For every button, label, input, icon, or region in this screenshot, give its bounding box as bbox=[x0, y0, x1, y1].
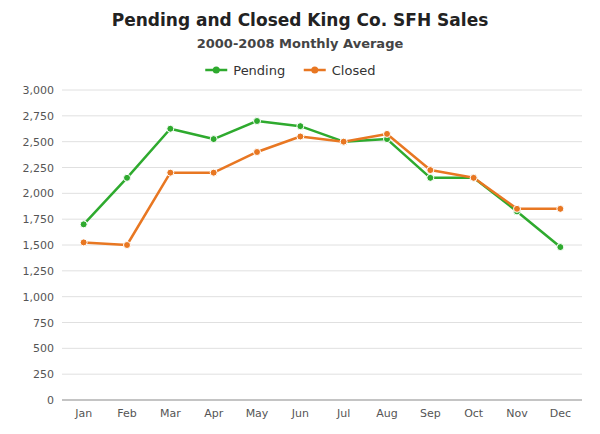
x-tick-label: Mar bbox=[160, 407, 181, 420]
x-tick-label: Jul bbox=[336, 407, 350, 420]
y-tick-label: 3,000 bbox=[23, 84, 55, 97]
series-marker bbox=[80, 221, 87, 228]
x-axis: Jan Feb Mar Apr May Jun Jul Aug Sep Oct Nov Dec bbox=[74, 407, 571, 420]
title: Pending and Closed King Co. SFH Sales bbox=[112, 10, 489, 30]
series-line bbox=[84, 134, 561, 245]
series-marker bbox=[254, 118, 261, 125]
legend: Pending Closed bbox=[205, 63, 375, 78]
background bbox=[0, 0, 600, 434]
series-marker bbox=[514, 205, 521, 212]
y-tick-label: 1,250 bbox=[23, 265, 55, 278]
chart-container: Pending and Closed King Co. SFH Sales 200… bbox=[0, 0, 600, 434]
chart-svg: Pending and Closed King Co. SFH Sales 200… bbox=[0, 0, 600, 434]
y-tick-label: 2,500 bbox=[23, 136, 55, 149]
grid-line bbox=[62, 141, 582, 142]
subtitle: 2000-2008 Monthly Average bbox=[197, 36, 404, 51]
legend-marker bbox=[311, 67, 318, 74]
grid-line bbox=[62, 348, 582, 349]
grid-line bbox=[62, 90, 582, 91]
series-marker bbox=[297, 133, 304, 140]
series-marker bbox=[557, 205, 564, 212]
grid-line bbox=[62, 193, 582, 194]
x-tick-label: May bbox=[246, 407, 269, 420]
y-tick-label: 2,750 bbox=[23, 110, 55, 123]
grid-line bbox=[62, 374, 582, 375]
series-line bbox=[84, 121, 561, 247]
grid-line bbox=[62, 167, 582, 168]
grid-line bbox=[62, 322, 582, 323]
y-tick-label: 1,750 bbox=[23, 213, 55, 226]
x-tick-label: Apr bbox=[204, 407, 224, 420]
x-tick-label: Feb bbox=[117, 407, 136, 420]
x-axis-line bbox=[62, 400, 582, 401]
y-tick-label: 1,000 bbox=[23, 291, 55, 304]
grid bbox=[62, 90, 582, 400]
series-marker bbox=[340, 138, 347, 145]
y-tick-label: 1,500 bbox=[23, 239, 55, 252]
plot-area bbox=[80, 118, 564, 251]
series-marker bbox=[470, 174, 477, 181]
series-marker bbox=[80, 239, 87, 246]
series-marker bbox=[384, 130, 391, 137]
series-marker bbox=[124, 242, 131, 249]
series-marker bbox=[167, 125, 174, 132]
y-tick-label: 0 bbox=[47, 394, 54, 407]
series-marker bbox=[210, 169, 217, 176]
series-marker bbox=[124, 174, 131, 181]
x-tick-label: Aug bbox=[376, 407, 397, 420]
grid-line bbox=[62, 115, 582, 116]
grid-line bbox=[62, 296, 582, 297]
x-tick-label: Jan bbox=[74, 407, 92, 420]
y-tick-label: 500 bbox=[33, 342, 54, 355]
series-marker bbox=[297, 123, 304, 130]
grid-line bbox=[62, 245, 582, 246]
series-marker bbox=[167, 169, 174, 176]
legend-marker bbox=[213, 67, 220, 74]
grid-line bbox=[62, 219, 582, 220]
x-tick-label: Oct bbox=[464, 407, 484, 420]
y-tick-label: 2,000 bbox=[23, 187, 55, 200]
x-tick-label: Nov bbox=[506, 407, 528, 420]
legend-label: Pending bbox=[233, 63, 285, 78]
series-marker bbox=[427, 167, 434, 174]
series-marker bbox=[557, 244, 564, 251]
grid-line bbox=[62, 270, 582, 271]
x-tick-label: Sep bbox=[420, 407, 441, 420]
grid-line bbox=[62, 400, 582, 401]
y-tick-label: 750 bbox=[33, 317, 54, 330]
series-marker bbox=[210, 136, 217, 143]
series-marker bbox=[254, 149, 261, 156]
legend-label: Closed bbox=[332, 63, 376, 78]
x-tick-label: Dec bbox=[550, 407, 571, 420]
series-marker bbox=[427, 174, 434, 181]
series-marker bbox=[340, 138, 347, 145]
y-tick-label: 2,250 bbox=[23, 162, 55, 175]
y-tick-label: 250 bbox=[33, 368, 54, 381]
y-axis: 0 250 500 750 1,000 1,250 1,500 1,750 2,000 2,250… bbox=[23, 84, 55, 407]
series-marker bbox=[470, 174, 477, 181]
x-tick-label: Jun bbox=[291, 407, 309, 420]
